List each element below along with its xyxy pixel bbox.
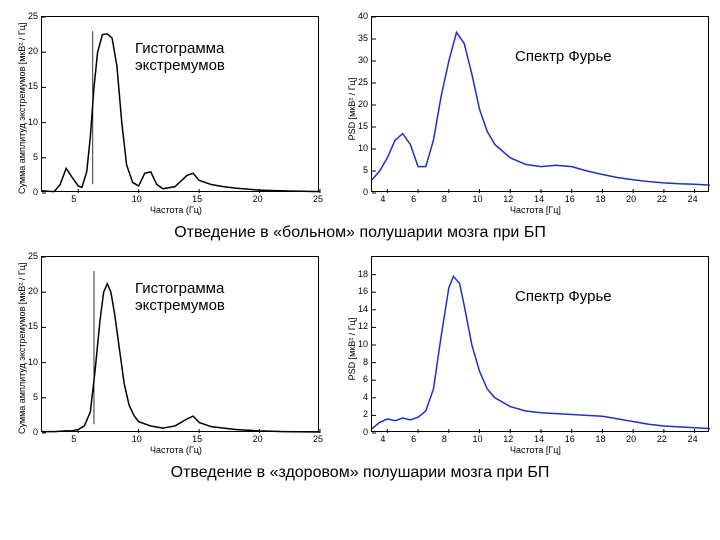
ylabel: Сумма амплитуд экстремумов [мкВ² / Гц] (17, 264, 27, 434)
xtick: 14 (534, 194, 544, 204)
ytick: 16 (358, 286, 368, 296)
ytick: 10 (28, 357, 38, 367)
ytick: 6 (363, 374, 368, 384)
xtick: 16 (565, 434, 575, 444)
xlabel: Частота (Гц) (150, 205, 202, 215)
xlabel: Частота (Гц) (150, 445, 202, 455)
xtick: 4 (380, 194, 385, 204)
ytick: 15 (28, 81, 38, 91)
xtick: 18 (595, 194, 605, 204)
xtick: 10 (132, 194, 142, 204)
data-line (372, 32, 710, 185)
ytick: 5 (33, 392, 38, 402)
xlabel: Частота [Гц] (510, 445, 561, 455)
chart-bottom-left: Гистограммаэкстремумов 51015202505101520… (5, 250, 325, 460)
ytick: 2 (363, 409, 368, 419)
ytick: 35 (358, 33, 368, 43)
xlabel: Частота [Гц] (510, 205, 561, 215)
ytick: 30 (358, 55, 368, 65)
xtick: 10 (473, 194, 483, 204)
ytick: 20 (358, 99, 368, 109)
ytick: 0 (33, 427, 38, 437)
xtick: 10 (132, 434, 142, 444)
ytick: 18 (358, 269, 368, 279)
xtick: 20 (626, 194, 636, 204)
ytick: 20 (28, 286, 38, 296)
xtick: 14 (534, 434, 544, 444)
ytick: 12 (358, 321, 368, 331)
ytick: 15 (358, 121, 368, 131)
data-line (42, 284, 320, 432)
xtick: 24 (688, 194, 698, 204)
ytick: 8 (363, 357, 368, 367)
xtick: 22 (657, 434, 667, 444)
ytick: 25 (28, 11, 38, 21)
ytick: 0 (33, 187, 38, 197)
xtick: 12 (503, 434, 513, 444)
xtick: 20 (253, 434, 263, 444)
ytick: 10 (358, 143, 368, 153)
ytick: 10 (28, 117, 38, 127)
ytick: 20 (28, 46, 38, 56)
xtick: 25 (313, 194, 323, 204)
data-line (372, 276, 710, 428)
xtick: 6 (411, 434, 416, 444)
ylabel: PSD [мкВ² / Гц] (347, 24, 357, 194)
ytick: 25 (358, 77, 368, 87)
xtick: 4 (380, 434, 385, 444)
xtick: 18 (595, 434, 605, 444)
chart-bottom-right: Спектр Фурье 468101214161820222402468101… (335, 250, 715, 460)
xtick: 20 (253, 194, 263, 204)
plot-area (371, 16, 709, 192)
ytick: 4 (363, 392, 368, 402)
xtick: 15 (192, 434, 202, 444)
caption-healthy: Отведение в «здоровом» полушарии мозга п… (5, 460, 715, 490)
xtick: 10 (473, 434, 483, 444)
plot-area (371, 256, 709, 432)
ylabel: Сумма амплитуд экстремумов [мкВ² / Гц] (17, 24, 27, 194)
xtick: 5 (71, 194, 76, 204)
data-line (42, 34, 320, 192)
ylabel: PSD [мкВ² / Гц] (347, 264, 357, 434)
ytick: 14 (358, 304, 368, 314)
ytick: 25 (28, 251, 38, 261)
xtick: 24 (688, 434, 698, 444)
xtick: 20 (626, 434, 636, 444)
plot-area (41, 256, 319, 432)
ytick: 5 (33, 152, 38, 162)
caption-sick: Отведение в «больном» полушарии мозга пр… (5, 220, 715, 250)
ytick: 15 (28, 321, 38, 331)
plot-area (41, 16, 319, 192)
xtick: 25 (313, 434, 323, 444)
chart-top-left: Гистограммаэкстремумов 51015202505101520… (5, 10, 325, 220)
xtick: 22 (657, 194, 667, 204)
xtick: 12 (503, 194, 513, 204)
ytick: 10 (358, 339, 368, 349)
xtick: 5 (71, 434, 76, 444)
xtick: 8 (442, 194, 447, 204)
xtick: 6 (411, 194, 416, 204)
ytick: 40 (358, 11, 368, 21)
ytick: 0 (363, 187, 368, 197)
xtick: 15 (192, 194, 202, 204)
chart-top-right: Спектр Фурье 468101214161820222405101520… (335, 10, 715, 220)
xtick: 8 (442, 434, 447, 444)
ytick: 0 (363, 427, 368, 437)
xtick: 16 (565, 194, 575, 204)
ytick: 5 (363, 165, 368, 175)
